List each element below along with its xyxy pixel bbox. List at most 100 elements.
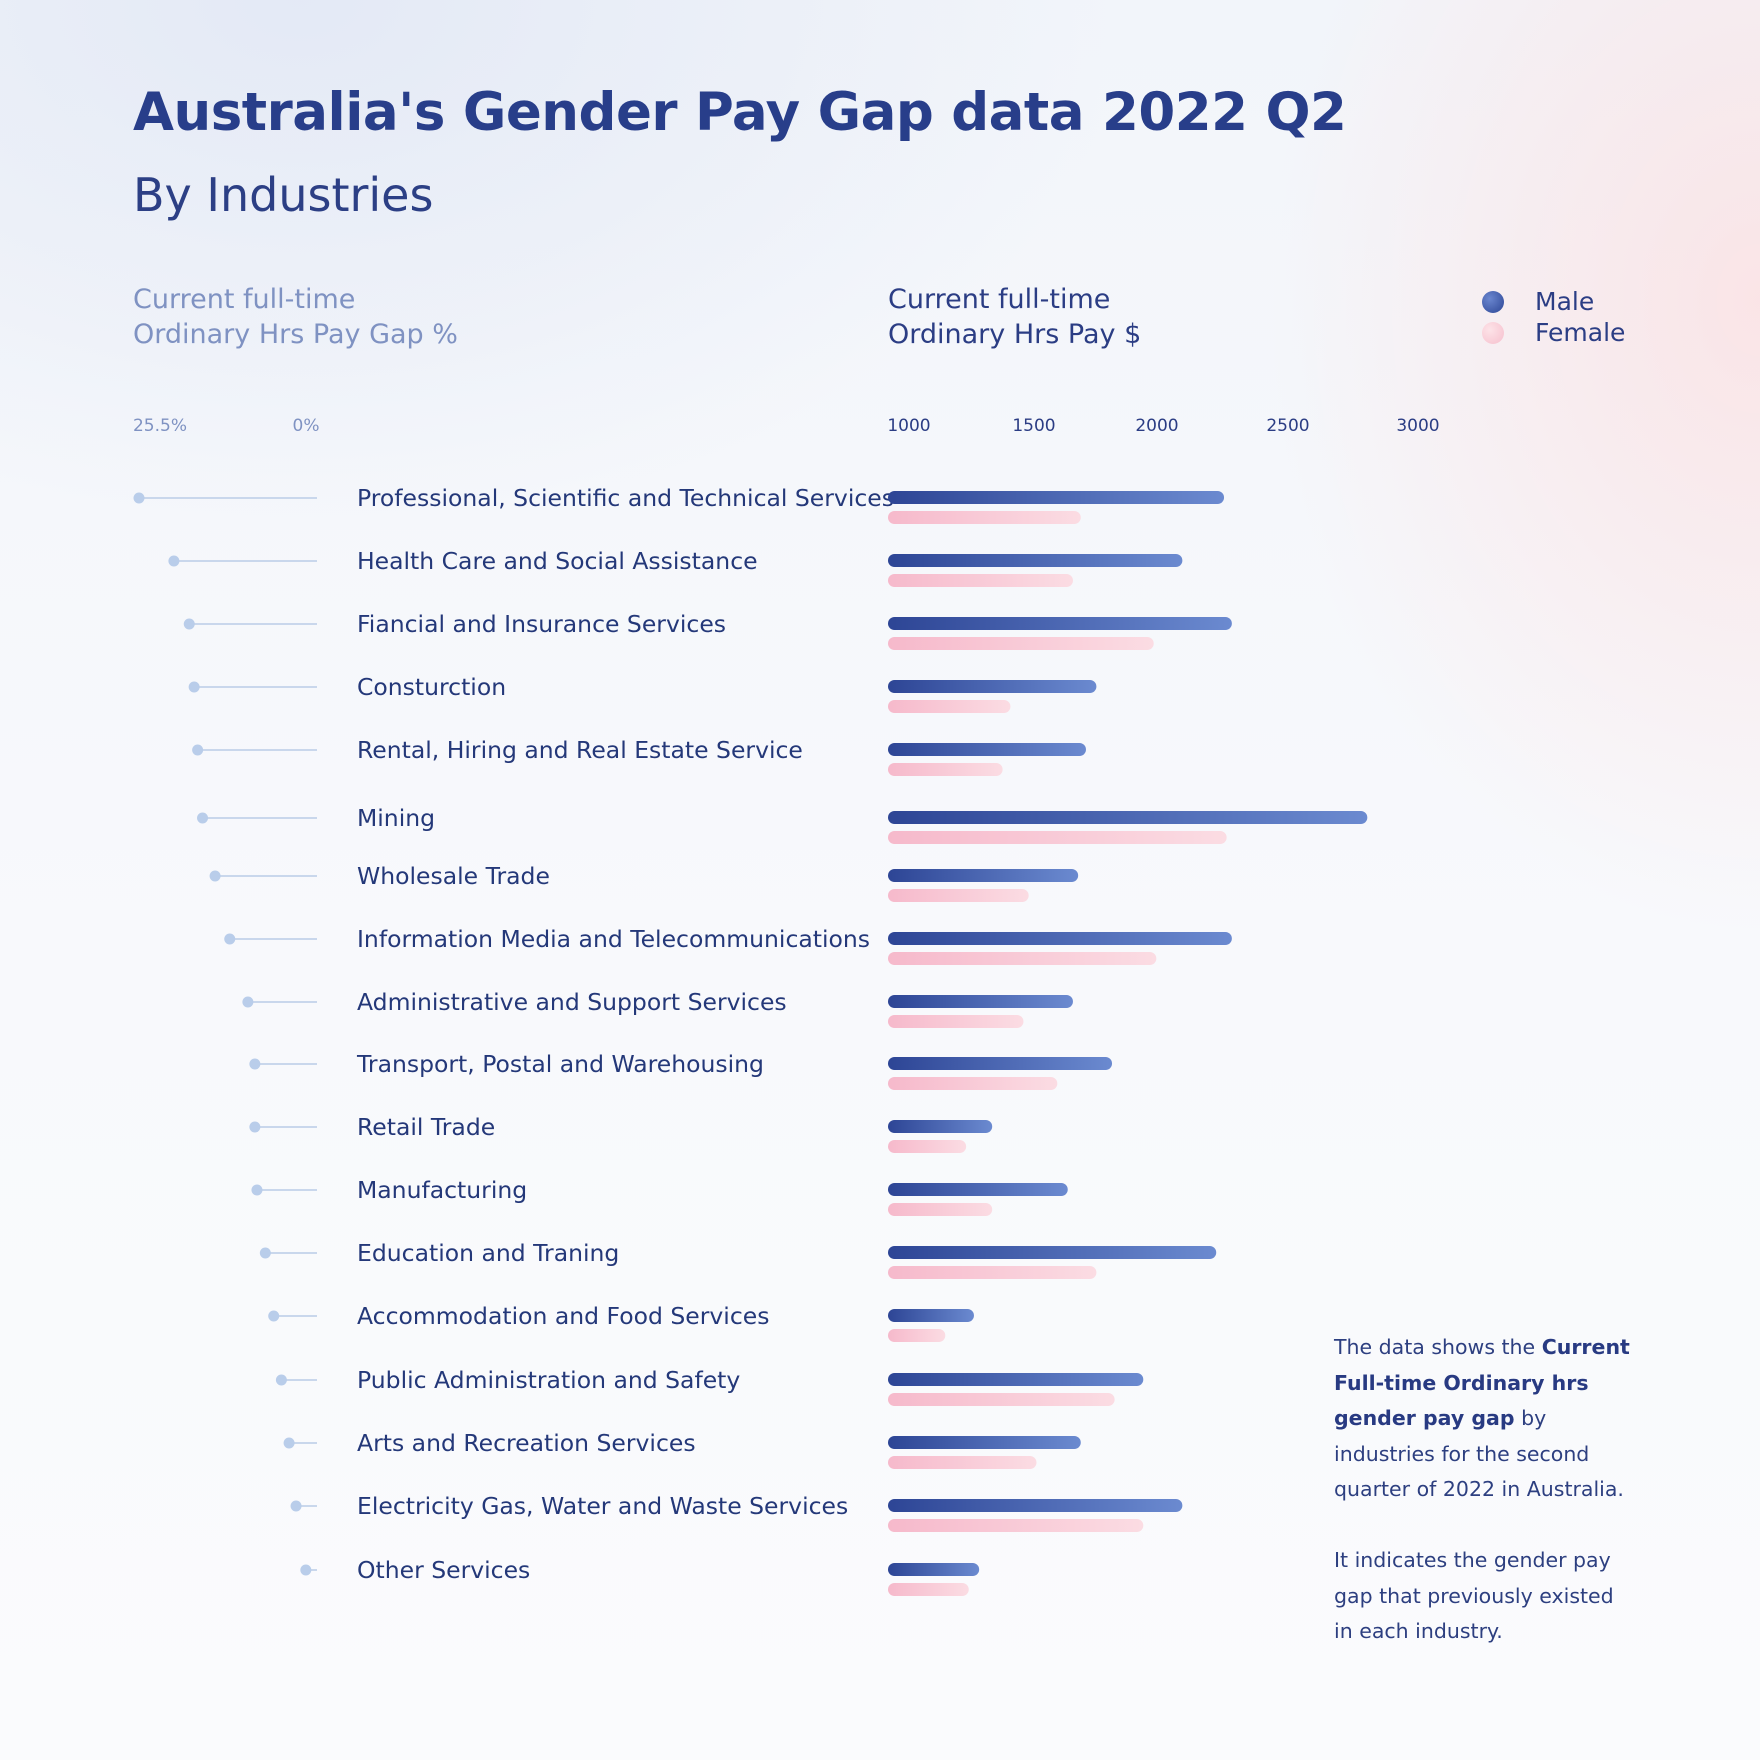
female-bar	[888, 637, 1154, 650]
legend-male-marker	[1482, 290, 1504, 313]
note-paragraph-2: It indicates the gender pay gap that pre…	[1334, 1547, 1614, 1644]
industry-label: Accommodation and Food Services	[357, 1302, 769, 1330]
industry-label: Other Services	[357, 1556, 530, 1584]
note-p1-end: by industries for the second quarter of …	[1334, 1406, 1624, 1502]
industry-label: Education and Traning	[357, 1239, 619, 1267]
male-bar	[888, 1563, 980, 1576]
pay-tick-label: 2000	[1135, 416, 1178, 436]
industry-label: Mining	[357, 804, 435, 832]
pay-gap-dot	[197, 812, 209, 824]
female-bar	[888, 952, 1157, 965]
male-bar	[888, 554, 1183, 567]
gap-tick-label: 0%	[293, 416, 320, 436]
male-bar	[888, 995, 1073, 1008]
pay-gap-heading: Current full-time Ordinary Hrs Pay Gap %	[133, 282, 458, 352]
chart-subtitle: By Industries	[133, 168, 434, 222]
pay-gap-dot	[275, 1374, 287, 1386]
industry-label: Consturction	[357, 673, 506, 701]
female-bar	[888, 763, 1003, 776]
legend: Male Female	[1482, 286, 1625, 348]
pay-gap-dot	[268, 1310, 280, 1322]
industry-label: Health Care and Social Assistance	[357, 547, 758, 575]
industry-label: Manufacturing	[357, 1176, 527, 1204]
industry-label: Retail Trade	[357, 1113, 495, 1141]
male-bar	[888, 617, 1232, 630]
explanation-note: The data shows the Current Full-time Ord…	[1334, 1330, 1634, 1650]
note-paragraph-1: The data shows the Current Full-time Ord…	[1334, 1330, 1634, 1508]
female-bar	[888, 700, 1011, 713]
industry-row: Health Care and Social Assistance	[168, 547, 1183, 587]
pay-gap-dot	[300, 1564, 312, 1576]
industry-row: Electricity Gas, Water and Waste Service…	[290, 1492, 1183, 1532]
pay-heading-line2: Ordinary Hrs Pay $	[888, 319, 1142, 350]
pay-gap-dot	[249, 1121, 261, 1133]
industry-row: Professional, Scientific and Technical S…	[133, 484, 1225, 524]
pay-gap-dot	[209, 870, 221, 882]
female-bar	[888, 1583, 969, 1596]
industry-label: Wholesale Trade	[357, 862, 550, 890]
industry-row: Consturction	[188, 673, 1097, 713]
pay-gap-dot	[242, 996, 254, 1008]
female-bar	[888, 1015, 1024, 1028]
legend-item-male: Male	[1482, 286, 1625, 317]
male-bar	[888, 1499, 1183, 1512]
pay-heading-line1: Current full-time	[888, 284, 1111, 315]
pay-gap-dot	[192, 744, 204, 756]
female-bar	[888, 1140, 967, 1153]
industry-label: Arts and Recreation Services	[357, 1429, 696, 1457]
male-bar	[888, 743, 1086, 756]
female-bar	[888, 1456, 1037, 1469]
industry-label: Transport, Postal and Warehousing	[356, 1050, 764, 1078]
pay-gap-heading-line1: Current full-time	[133, 284, 356, 315]
industry-label: Professional, Scientific and Technical S…	[357, 484, 894, 512]
note-p1-start: The data shows the	[1334, 1335, 1542, 1359]
industry-row: Accommodation and Food Services	[268, 1302, 974, 1342]
chart-title: Australia's Gender Pay Gap data 2022 Q2	[133, 82, 1347, 143]
male-bar	[888, 811, 1368, 824]
industry-label: Rental, Hiring and Real Estate Service	[357, 736, 803, 764]
female-bar	[888, 1393, 1115, 1406]
pay-tick-label: 2500	[1266, 416, 1309, 436]
industry-row: Education and Traning	[259, 1239, 1217, 1279]
female-bar	[888, 1519, 1144, 1532]
legend-item-female: Female	[1482, 317, 1625, 348]
male-bar	[888, 1373, 1144, 1386]
female-bar	[888, 574, 1073, 587]
male-bar	[888, 680, 1097, 693]
pay-gap-dot	[283, 1437, 295, 1449]
industry-row: Transport, Postal and Warehousing	[249, 1050, 1113, 1090]
pay-gap-dot	[224, 933, 236, 945]
female-bar	[888, 1329, 946, 1342]
pay-gap-dot	[249, 1058, 261, 1070]
pay-gap-dot	[183, 618, 195, 630]
pay-gap-dot	[251, 1184, 263, 1196]
legend-female-marker	[1482, 321, 1504, 344]
male-bar	[888, 932, 1232, 945]
gap-tick-label: 25.5%	[133, 416, 187, 436]
industry-label: Public Administration and Safety	[357, 1366, 740, 1394]
male-bar	[888, 1120, 993, 1133]
industry-row: Retail Trade	[249, 1113, 993, 1153]
pay-gap-dot	[188, 681, 200, 693]
industry-label: Information Media and Telecommunications	[357, 925, 870, 953]
pay-axis: 1000 1500 2000 2500 3000	[887, 416, 1439, 436]
pay-tick-label: 1000	[887, 416, 930, 436]
female-bar	[888, 889, 1029, 902]
industry-row: Arts and Recreation Services	[283, 1429, 1081, 1469]
male-bar	[888, 491, 1225, 504]
female-bar	[888, 831, 1227, 844]
male-bar	[888, 1057, 1113, 1070]
industry-row: Other Services	[300, 1556, 980, 1596]
industry-row: Manufacturing	[251, 1176, 1068, 1216]
female-bar	[888, 1077, 1058, 1090]
industry-row: Public Administration and Safety	[275, 1366, 1144, 1406]
pay-tick-label: 3000	[1396, 416, 1439, 436]
pay-gap-heading-line2: Ordinary Hrs Pay Gap %	[133, 319, 458, 350]
industry-row: Mining	[197, 804, 1368, 844]
pay-gap-dot	[133, 492, 145, 504]
industry-row: Rental, Hiring and Real Estate Service	[192, 736, 1086, 776]
industry-label: Fiancial and Insurance Services	[357, 610, 726, 638]
male-bar	[888, 1183, 1068, 1196]
note-p1-emphasis: Current Full-time Ordinary hrs gender pa…	[1334, 1335, 1630, 1431]
